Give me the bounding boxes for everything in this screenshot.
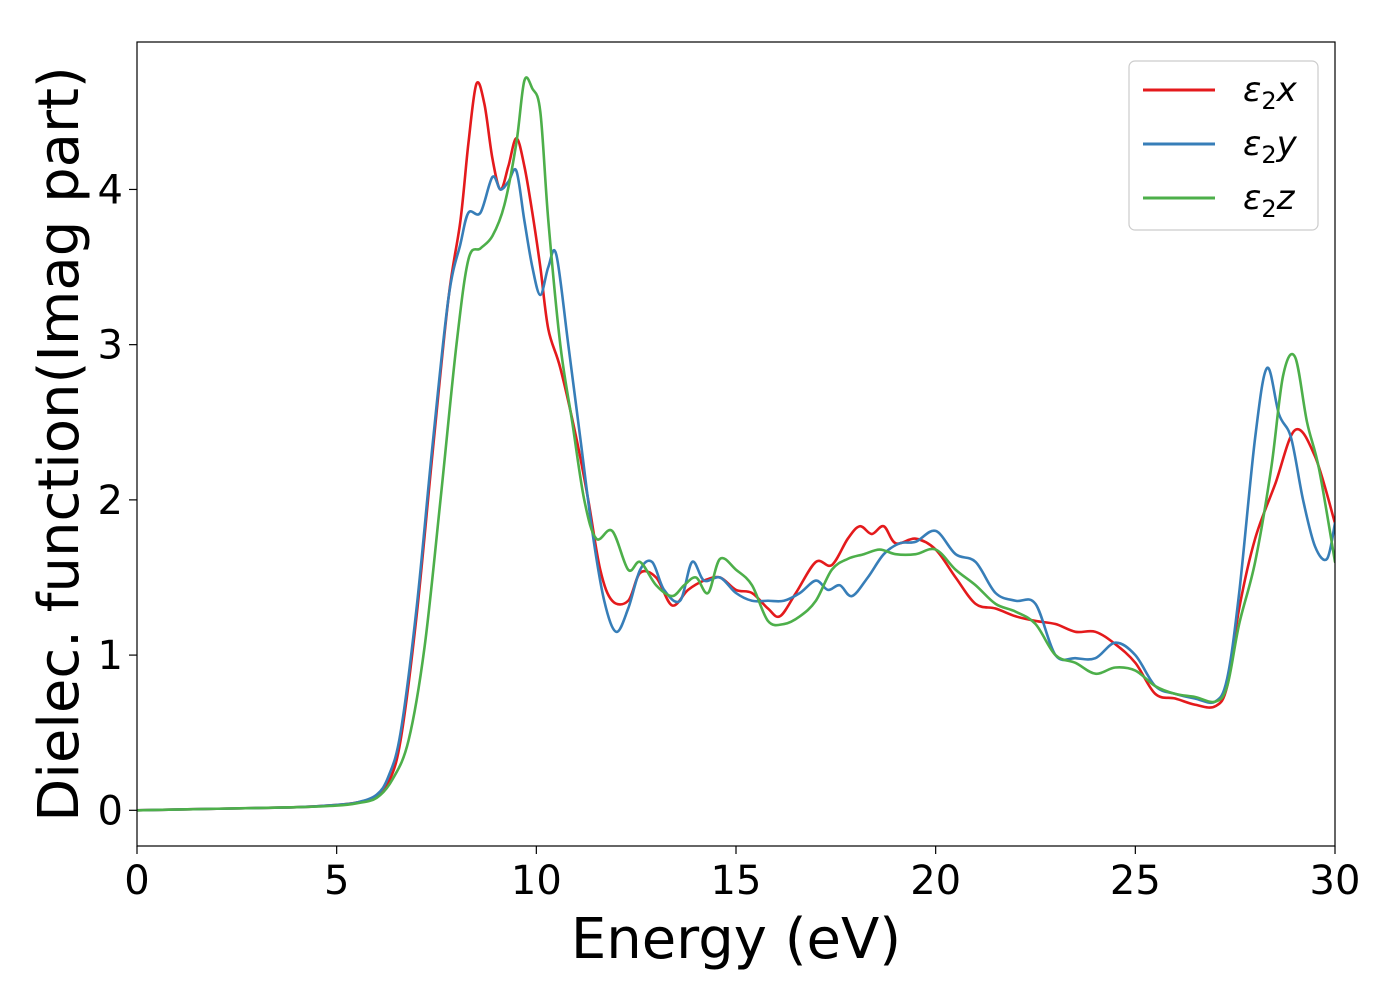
x-axis: 0 5 10 15 20 25 30	[124, 846, 1360, 904]
y-tick-label: 0	[98, 788, 123, 834]
y-tick-label: 3	[98, 323, 123, 369]
x-axis-label: Energy (eV)	[571, 907, 901, 972]
x-tick-label: 10	[511, 858, 562, 904]
x-tick-label: 5	[324, 858, 349, 904]
x-tick-label: 25	[1110, 858, 1161, 904]
legend-label-z: ε2z	[1243, 178, 1296, 223]
x-tick-label: 0	[124, 858, 149, 904]
legend-frame	[1128, 60, 1319, 231]
y-tick-label: 1	[98, 633, 123, 679]
y-axis-label: Dielec. function(Imag part)	[27, 66, 92, 822]
series-line-y	[137, 168, 1335, 812]
legend-label-x: ε2x	[1243, 70, 1298, 115]
plot-frame	[136, 41, 1336, 847]
series-line-z	[137, 76, 1335, 812]
x-tick-label: 30	[1310, 858, 1361, 904]
y-axis: 0 1 2 3 4	[98, 167, 137, 834]
y-tick-label: 2	[98, 478, 123, 524]
legend: ε2x ε2y ε2z	[1128, 60, 1319, 231]
legend-label-y: ε2y	[1243, 124, 1298, 169]
x-tick-label: 15	[711, 858, 762, 904]
y-tick-label: 4	[98, 167, 123, 213]
plot-area	[137, 76, 1335, 812]
x-tick-label: 20	[910, 858, 961, 904]
